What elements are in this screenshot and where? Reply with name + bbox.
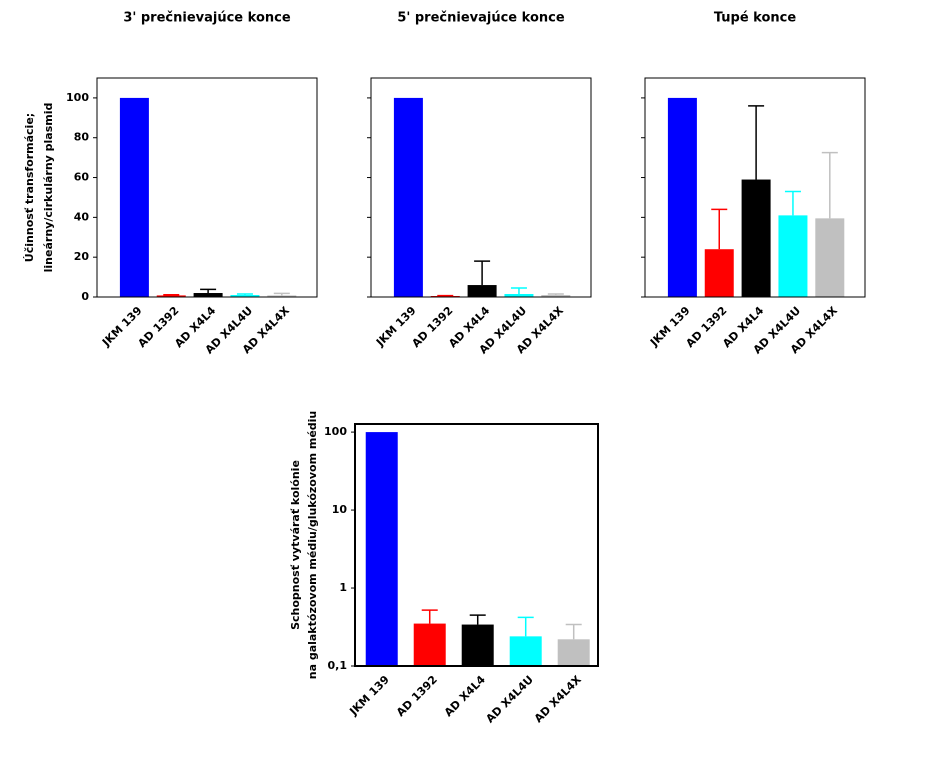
- plot-frame: [370, 77, 592, 298]
- bar: [467, 285, 497, 297]
- y-axis-label: na galaktózovom médiu/glukózovom médiu: [306, 411, 319, 680]
- y-tick-label: 60: [74, 171, 90, 184]
- bar: [267, 295, 297, 297]
- y-tick-label: 10: [332, 503, 348, 516]
- y-axis-label: lineárny/cirkulárny plasmid: [42, 103, 55, 273]
- y-tick-label: 1: [339, 581, 347, 594]
- bar: [461, 624, 494, 666]
- bar: [815, 218, 845, 297]
- bar: [778, 215, 808, 297]
- y-tick-label: 100: [66, 91, 89, 104]
- bar: [193, 293, 223, 297]
- x-tick-label: AD X4L4U: [483, 673, 535, 725]
- bar: [557, 639, 590, 666]
- plot-frame: [644, 77, 866, 298]
- y-axis-label: Účinnosť transformácie;: [23, 113, 36, 262]
- x-tick-label: AD X4L4: [442, 673, 488, 719]
- x-tick-label: AD 1392: [394, 673, 440, 719]
- y-tick-label: 20: [74, 250, 90, 263]
- chart-title: Tupé konce: [714, 11, 797, 26]
- bar: [541, 295, 571, 297]
- y-axis-label: Schopnosť vytvárať kolónie: [289, 460, 302, 630]
- chart-title: 3' prečnievajúce konce: [123, 11, 291, 26]
- y-tick-label: 40: [74, 210, 90, 223]
- y-tick-label: 0: [81, 290, 89, 303]
- bar: [413, 623, 446, 666]
- bar: [365, 432, 398, 666]
- bar: [156, 295, 186, 297]
- bar: [119, 97, 149, 297]
- bar: [704, 249, 734, 297]
- bar: [741, 179, 771, 297]
- bar: [667, 97, 697, 297]
- y-tick-label: 0,1: [328, 659, 348, 672]
- bar: [393, 97, 423, 297]
- y-tick-label: 80: [74, 131, 90, 144]
- x-tick-label: AD X4L4X: [532, 673, 585, 726]
- chart-title: 5' prečnievajúce konce: [397, 11, 565, 26]
- bar: [504, 294, 534, 297]
- bar: [509, 636, 542, 666]
- plot-frame: [96, 77, 318, 298]
- plot-frame: [354, 423, 599, 667]
- bar: [230, 295, 260, 297]
- x-tick-label: JKM 139: [346, 673, 392, 719]
- y-tick-label: 100: [324, 425, 347, 438]
